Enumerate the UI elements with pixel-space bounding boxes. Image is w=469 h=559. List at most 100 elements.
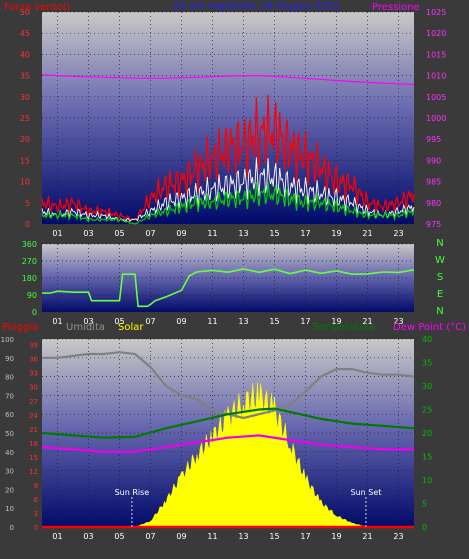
y-left-tick-label: 0 (32, 308, 37, 317)
dewpoint-label: Dew Point (°C) (393, 322, 466, 333)
x-tick-label: 13 (238, 229, 248, 238)
series-group (41, 351, 415, 529)
y-inner-tick-label: 15 (29, 454, 38, 462)
x-tick-label: 01 (52, 317, 62, 326)
x-tick-label: 11 (207, 229, 217, 238)
y-left-tick-label: 90 (27, 291, 37, 300)
y-left-tick-label: 5 (25, 199, 30, 208)
x-tick-label: 17 (300, 317, 310, 326)
y-left-tick-label: 40 (20, 50, 30, 59)
y-left-ticks: 0 90 180 270 360 (22, 240, 37, 317)
series-line-green (41, 182, 415, 225)
x-tick-label: 15 (269, 229, 279, 238)
y-left-tick-label: 30 (20, 93, 30, 102)
y-inner-tick-label: 9 (34, 482, 38, 490)
x-ticks: 01 03 05 07 09 11 13 15 17 19 21 23 (52, 229, 403, 238)
y-outer-tick-label: 80 (5, 374, 14, 382)
y-right-tick-label: 985 (426, 178, 441, 187)
x-tick-label: 03 (83, 229, 93, 238)
x-tick-label: 17 (300, 229, 310, 238)
y-outer-tick-label: 20 (5, 486, 14, 494)
x-tick-label: 03 (83, 317, 93, 326)
x-tick-label: 21 (362, 229, 372, 238)
y-left-tick-label: 35 (20, 72, 30, 81)
annotations: Sun Rise Sun Set (115, 488, 381, 527)
rain-humidity-solar-panel: Pioggia Umidita Solar Temperatura Dew Po… (1, 322, 466, 541)
series-group (41, 74, 415, 225)
x-tick-label: 01 (52, 532, 62, 541)
series-group (42, 268, 415, 308)
y-right-tick-label: 0 (422, 523, 427, 532)
compass-letter: N (436, 306, 443, 317)
x-tick-label: 23 (393, 229, 403, 238)
x-tick-label: 09 (176, 229, 186, 238)
x-tick-label: 09 (176, 317, 186, 326)
y-outer-tick-label: 100 (1, 336, 14, 344)
x-tick-label: 11 (207, 532, 217, 541)
y-right-tick-label: 990 (426, 156, 441, 165)
x-tick-label: 09 (176, 532, 186, 541)
y-inner-tick-label: 12 (29, 468, 38, 476)
y-left-tick-label: 10 (20, 178, 30, 187)
y-outer-tick-label: 40 (5, 449, 14, 457)
x-tick-label: 05 (114, 317, 124, 326)
series-line-white (41, 157, 415, 223)
rain-label: Pioggia (2, 322, 38, 333)
y-left-tick-label: 45 (20, 29, 30, 38)
compass-letter: E (437, 289, 443, 300)
y-right-tick-label: 1010 (426, 72, 446, 81)
series-line-lime (42, 268, 415, 308)
x-ticks: 01 03 05 07 09 11 13 15 17 19 21 23 (52, 532, 403, 541)
y-right-ticks: 975 980 985 990 995 1000 1005 1010 1015 1020 1025 (426, 8, 446, 229)
x-tick-label: 07 (145, 532, 155, 541)
y-outer-ticks: 0 10 20 30 40 50 60 70 80 90 100 (1, 336, 14, 532)
y-inner-tick-label: 33 (29, 370, 38, 378)
chart-title: 24 ore registrate 18 Giugno 2022 (173, 1, 340, 12)
y-inner-tick-label: 39 (29, 342, 38, 350)
x-tick-label: 15 (269, 532, 279, 541)
series-line-temp (41, 407, 415, 439)
right-axis-label: Pressione (372, 2, 420, 13)
y-inner-tick-label: 3 (34, 510, 38, 518)
x-tick-label: 21 (362, 317, 372, 326)
x-tick-label: 05 (114, 229, 124, 238)
x-tick-label: 23 (393, 532, 403, 541)
y-outer-tick-label: 30 (5, 468, 14, 476)
x-tick-label: 13 (238, 317, 248, 326)
x-tick-label: 19 (331, 317, 341, 326)
y-outer-tick-label: 50 (5, 430, 14, 438)
y-right-tick-label: 1015 (426, 50, 446, 59)
y-right-tick-label: 35 (422, 359, 432, 368)
series-line-dew (41, 434, 414, 453)
y-left-tick-label: 180 (22, 274, 37, 283)
y-inner-tick-label: 24 (29, 412, 38, 420)
y-right-tick-label: 1020 (426, 29, 446, 38)
y-inner-tick-label: 30 (29, 384, 38, 392)
y-right-tick-label: 975 (426, 220, 441, 229)
y-right-tick-label: 995 (426, 135, 441, 144)
y-outer-tick-label: 10 (5, 505, 14, 513)
y-right-tick-label: 1025 (426, 8, 446, 17)
y-left-tick-label: 25 (20, 114, 30, 123)
y-outer-tick-label: 70 (5, 392, 14, 400)
y-right-tick-label: 25 (422, 406, 432, 415)
x-tick-label: 07 (145, 229, 155, 238)
y-right-tick-label: 15 (422, 453, 432, 462)
x-tick-label: 05 (114, 532, 124, 541)
temperature-label: Temperatura (311, 322, 376, 333)
y-left-tick-label: 270 (22, 257, 37, 266)
y-right-tick-label: 30 (422, 382, 432, 391)
annotation-label: Sun Set (350, 488, 381, 497)
x-tick-label: 07 (145, 317, 155, 326)
x-tick-label: 03 (83, 532, 93, 541)
humidity-label: Umidita (66, 322, 105, 333)
annotation-label: Sun Rise (115, 488, 150, 497)
x-tick-label: 19 (331, 532, 341, 541)
x-tick-label: 17 (300, 532, 310, 541)
x-tick-label: 21 (362, 532, 372, 541)
y-inner-tick-label: 6 (34, 496, 39, 504)
y-right-tick-label: 1005 (426, 93, 446, 102)
